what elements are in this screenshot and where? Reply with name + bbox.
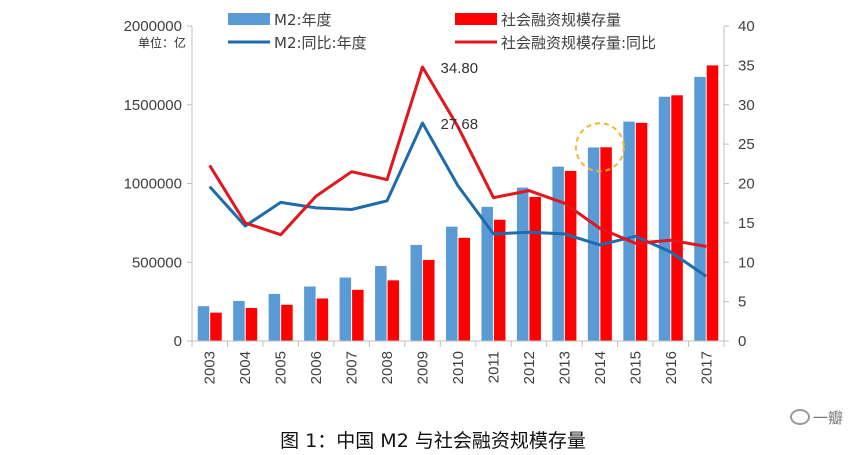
left-axis-tick-label: 1500000: [124, 97, 182, 114]
bar-series-1: [423, 259, 435, 341]
legend-label-series-1: 社会融资规模存量: [501, 11, 621, 29]
annotations-layer: 34.80 27.68: [441, 60, 625, 173]
lines-layer: [208, 65, 708, 278]
bar-series-0: [375, 266, 387, 341]
bar-series-0: [516, 187, 529, 341]
bar-series-1: [706, 65, 719, 341]
left-axis-tick-label: 1000000: [124, 176, 182, 193]
x-axis-tick-label: 2017: [698, 351, 715, 384]
left-axis: 0 500000 1000000 1500000 2000000: [124, 18, 193, 350]
x-axis-tick-label: 2004: [237, 351, 254, 384]
right-axis-tick-label: 35: [738, 57, 755, 74]
legend-swatch-series-0: [228, 13, 270, 25]
wechat-logo-icon: [790, 409, 810, 425]
bar-series-0: [233, 300, 245, 341]
bar-series-1: [564, 170, 577, 341]
bar-series-1: [387, 280, 400, 341]
right-axis-tick-label: 30: [738, 97, 755, 114]
right-axis: 0 5 10 15 20 25 30 35 40: [723, 18, 755, 350]
bar-series-1: [529, 196, 541, 341]
value-label: 34.80: [441, 60, 479, 77]
bar-series-1: [210, 312, 222, 341]
x-axis-tick-label: 2016: [663, 351, 680, 384]
x-axis-tick-label: 2009: [415, 351, 432, 384]
left-axis-tick-label: 2000000: [124, 18, 182, 35]
bar-series-1: [316, 298, 329, 341]
legend-label-series-2: M2:同比:年度: [274, 34, 367, 52]
highlight-circle: [574, 122, 625, 173]
bar-series-0: [481, 206, 493, 341]
bar-series-1: [635, 122, 648, 341]
right-axis-tick-label: 15: [738, 215, 755, 232]
bar-series-0: [410, 244, 423, 341]
legend-label-series-3: 社会融资规模存量:同比: [501, 34, 656, 52]
line-series-3: [208, 65, 707, 248]
bar-series-1: [671, 95, 683, 341]
bar-series-0: [339, 277, 352, 341]
bar-series-1: [245, 307, 258, 341]
x-axis-tick-label: 2003: [202, 351, 219, 384]
legend-label-series-0: M2:年度: [274, 11, 332, 29]
figure-caption: 图 1：中国 M2 与社会融资规模存量: [280, 430, 586, 452]
bar-series-1: [281, 304, 293, 341]
bar-series-0: [268, 293, 281, 341]
value-label: 27.68: [441, 116, 479, 133]
right-axis-tick-label: 5: [738, 294, 746, 311]
x-axis-tick-label: 2011: [485, 351, 502, 383]
x-axis-tick-label: 2008: [379, 351, 396, 384]
watermark: 一瓣: [790, 407, 843, 428]
left-axis-unit-label: 单位：亿: [138, 35, 186, 50]
bar-series-0: [552, 166, 564, 341]
x-axis-tick-label: 2006: [308, 351, 325, 384]
right-axis-tick-label: 25: [738, 136, 755, 153]
right-axis-tick-label: 0: [738, 333, 746, 350]
bar-series-0: [658, 96, 671, 341]
watermark-text: 一瓣: [813, 409, 844, 427]
x-axis-tick-label: 2005: [273, 351, 290, 384]
left-axis-tick-label: 500000: [132, 254, 182, 271]
left-axis-tick-label: 0: [174, 333, 182, 350]
bar-series-0: [446, 226, 458, 341]
bar-series-0: [304, 286, 316, 341]
right-axis-tick-label: 20: [738, 176, 755, 193]
bar-series-1: [458, 237, 470, 341]
x-axis-tick-label: 2007: [344, 351, 361, 384]
bar-series-1: [493, 219, 506, 341]
bar-series-0: [623, 121, 635, 341]
legend: M2:年度 社会融资规模存量 M2:同比:年度 社会融资规模存量:同比: [228, 11, 656, 52]
x-axis: 2003 2004 2005 2006 2007 2008 2009 2010 2011 2012…: [191, 340, 725, 384]
legend-swatch-series-1: [455, 13, 497, 25]
bar-series-0: [197, 306, 210, 341]
x-axis-tick-label: 2012: [521, 351, 538, 384]
x-axis-tick-label: 2013: [556, 351, 573, 384]
bar-series-0: [694, 76, 706, 341]
x-axis-tick-label: 2015: [627, 351, 644, 384]
right-axis-tick-label: 10: [738, 254, 755, 271]
bars-layer: [197, 65, 719, 341]
x-axis-tick-label: 2010: [450, 351, 467, 384]
chart-svg: 0 500000 1000000 1500000 2000000 0 5 10 15 20 25 3…: [124, 11, 755, 384]
x-axis-tick-label: 2014: [592, 351, 609, 384]
bar-series-1: [352, 289, 364, 341]
right-axis-tick-label: 40: [738, 18, 755, 35]
